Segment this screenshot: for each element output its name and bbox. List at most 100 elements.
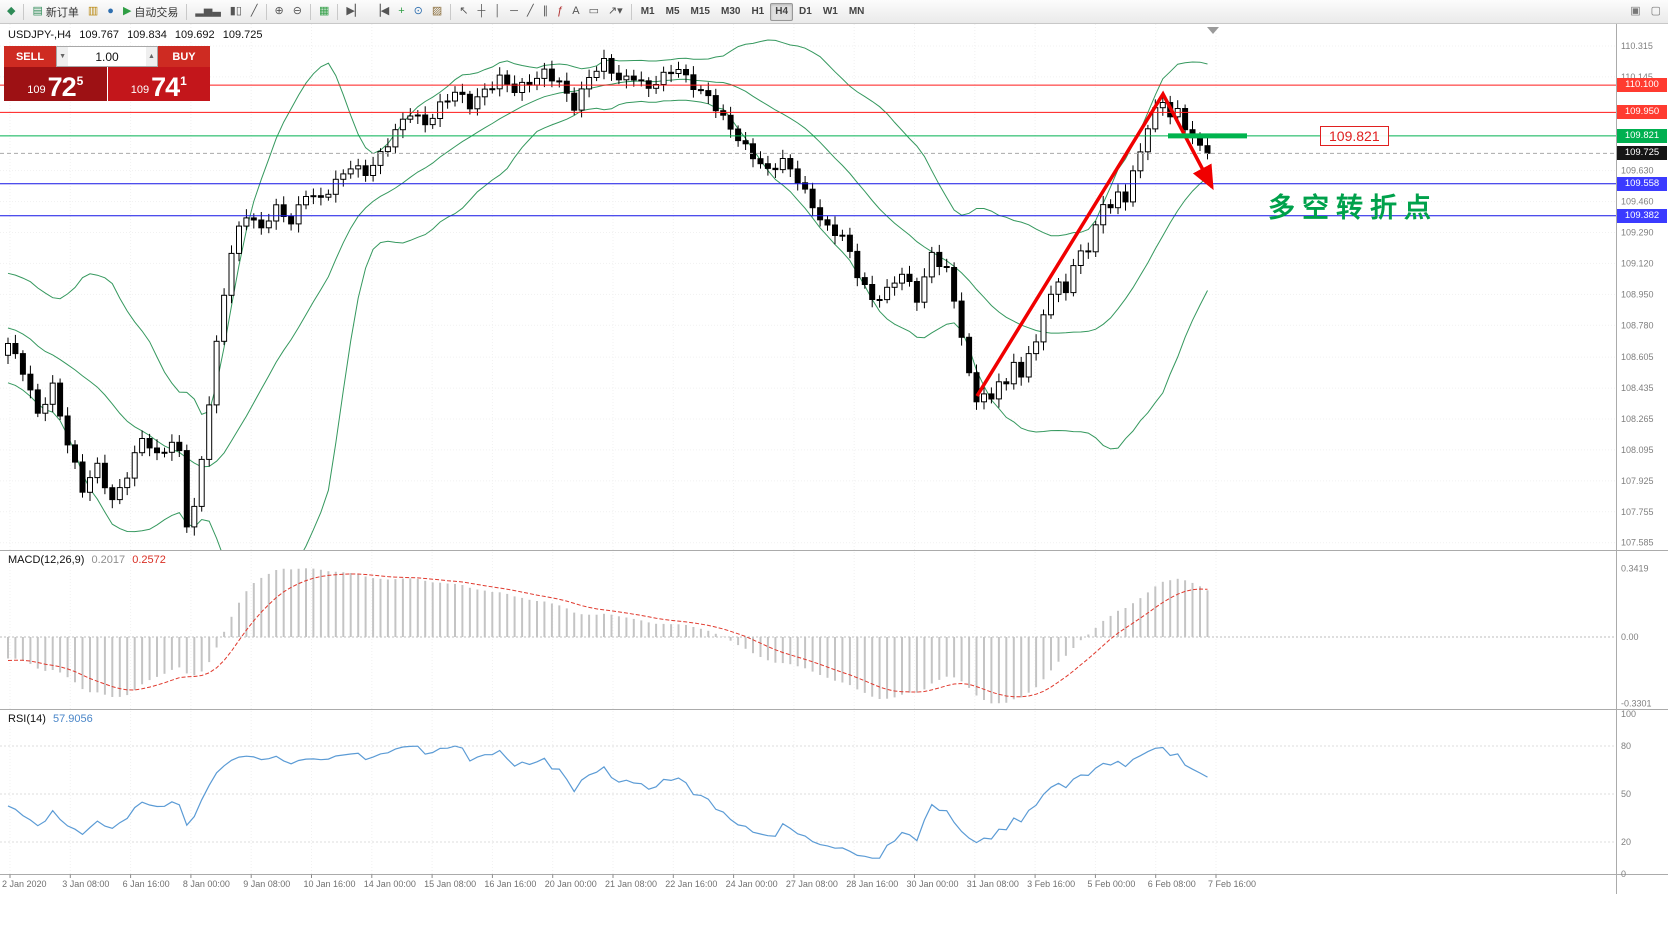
tile-windows-icon[interactable]: ▦	[315, 2, 333, 22]
svg-text:107.755: 107.755	[1621, 507, 1654, 517]
rsi-line	[7, 745, 1208, 859]
timeframe-m30[interactable]: M30	[716, 3, 745, 21]
volume-increase-button[interactable]: ▲	[145, 47, 157, 66]
app-icon[interactable]: ◆	[3, 2, 19, 22]
bar-chart-icon[interactable]: ▂▅▃	[191, 2, 224, 22]
svg-text:109.290: 109.290	[1621, 228, 1654, 238]
fibonacci-icon: ƒ	[557, 5, 564, 17]
sell-price-display[interactable]: 109 72 5	[4, 67, 108, 101]
equidistant-channel-icon[interactable]: ∥	[539, 2, 553, 22]
timeframe-h4[interactable]: H4	[770, 2, 794, 21]
toolbar-separator	[23, 3, 25, 20]
svg-text:21 Jan 08:00: 21 Jan 08:00	[605, 879, 657, 889]
line-chart-icon[interactable]: ╱	[247, 2, 262, 22]
horizontal-line-icon[interactable]: ─	[506, 2, 522, 22]
svg-text:27 Jan 08:00: 27 Jan 08:00	[786, 879, 838, 889]
trendline-icon: ╱	[526, 5, 534, 17]
macd-main-value: 0.2017	[91, 554, 126, 566]
buy-price-prefix: 109	[130, 84, 150, 96]
timeframe-w1[interactable]: W1	[818, 3, 843, 21]
auto-scroll-icon: ▶▏	[346, 5, 364, 17]
horizontal-line-icon: ─	[510, 5, 518, 17]
rsi-name: RSI(14)	[8, 713, 46, 725]
svg-text:108.435: 108.435	[1621, 383, 1654, 393]
buy-button[interactable]: BUY	[158, 46, 210, 67]
timeframe-m5[interactable]: M5	[661, 3, 685, 21]
auto-trading-button-label: 自动交易	[134, 6, 179, 19]
app-icon: ◆	[7, 5, 16, 17]
toolbar-separator	[630, 3, 632, 20]
svg-text:-0.3301: -0.3301	[1621, 698, 1652, 708]
profile-icon[interactable]: ●	[103, 2, 118, 22]
toolbar-extra-icon-2: ▢	[1650, 5, 1661, 17]
fibonacci-icon[interactable]: ƒ	[553, 2, 567, 22]
chart-shift-icon[interactable]: ▕◀	[368, 2, 393, 22]
zoom-in-icon: ⊕	[274, 5, 284, 17]
bollinger-lower-band	[7, 99, 1208, 550]
one-click-trading-panel: SELL ▼ ▲ BUY 109 72 5 109 74 1	[4, 46, 210, 101]
timeframe-mn[interactable]: MN	[844, 3, 870, 21]
volume-decrease-button[interactable]: ▼	[57, 47, 69, 66]
arrows-dropdown[interactable]: ↗▾	[604, 2, 627, 22]
equidistant-channel-icon: ∥	[542, 5, 549, 17]
svg-text:109.120: 109.120	[1621, 258, 1654, 268]
chart-shift-icon: ▕◀	[372, 5, 390, 17]
svg-text:107.925: 107.925	[1621, 476, 1654, 486]
crosshair-icon[interactable]: ┼	[474, 2, 490, 22]
new-order-button-icon: ▤	[32, 5, 43, 17]
text-label-icon[interactable]: ▭	[585, 2, 603, 22]
trendline-icon[interactable]: ╱	[523, 2, 538, 22]
price-callout-box[interactable]: 109.821	[1320, 126, 1389, 146]
axis-badge-110.100: 110.100	[1617, 78, 1667, 92]
periods-icon[interactable]: ⊙	[410, 2, 427, 22]
timeframe-h1[interactable]: H1	[746, 3, 769, 21]
candlestick-chart-icon[interactable]: ▮▯	[226, 2, 246, 22]
svg-text:10 Jan 16:00: 10 Jan 16:00	[304, 879, 356, 889]
volume-stepper: ▼ ▲	[56, 46, 158, 67]
axis-badge-109.821: 109.821	[1617, 129, 1667, 143]
cursor-icon: ↖	[459, 5, 469, 17]
charts-window-icon[interactable]: ▥	[84, 2, 102, 22]
zoom-out-icon[interactable]: ⊖	[289, 2, 306, 22]
rsi-panel	[0, 745, 1616, 859]
turning-point-note[interactable]: 多空转折点	[1268, 193, 1438, 223]
buy-price-display[interactable]: 109 74 1	[107, 67, 210, 101]
svg-text:0.00: 0.00	[1621, 632, 1639, 642]
volume-input[interactable]	[68, 47, 146, 66]
timeframe-d1[interactable]: D1	[794, 3, 817, 21]
svg-text:3 Feb 16:00: 3 Feb 16:00	[1027, 879, 1075, 889]
new-order-button[interactable]: ▤ 新订单	[28, 2, 82, 22]
toolbar-extra-icon-1: ▣	[1630, 5, 1641, 17]
ohlc-readout: USDJPY-,H4 109.767 109.834 109.692 109.7…	[8, 29, 267, 41]
text-icon[interactable]: A	[568, 2, 583, 22]
toolbar-separator	[309, 3, 311, 20]
cursor-icon[interactable]: ↖	[455, 2, 472, 22]
low-value: 109.692	[174, 29, 215, 41]
vertical-line-icon[interactable]: │	[490, 2, 505, 22]
svg-text:108.095: 108.095	[1621, 445, 1654, 455]
toolbar-extra-icon-2[interactable]: ▢	[1647, 2, 1665, 22]
auto-scroll-icon[interactable]: ▶▏	[342, 2, 367, 22]
zoom-in-icon[interactable]: ⊕	[271, 2, 288, 22]
chart-shift-marker[interactable]	[1207, 27, 1219, 34]
crosshair-icon: ┼	[477, 5, 486, 17]
timeframe-m1[interactable]: M1	[636, 3, 660, 21]
vertical-line-icon: │	[494, 5, 502, 17]
svg-text:9 Jan 08:00: 9 Jan 08:00	[243, 879, 290, 889]
svg-text:14 Jan 00:00: 14 Jan 00:00	[364, 879, 416, 889]
svg-text:30 Jan 00:00: 30 Jan 00:00	[907, 879, 959, 889]
trend-arrow[interactable]	[975, 90, 1214, 397]
toolbar-extra-icon-1[interactable]: ▣	[1626, 2, 1644, 22]
timeframe-m15[interactable]: M15	[686, 3, 715, 21]
auto-trading-button[interactable]: ▶ 自动交易	[119, 2, 182, 22]
svg-text:109.460: 109.460	[1621, 197, 1654, 207]
svg-text:80: 80	[1621, 741, 1631, 751]
current-price-badge: 109.725	[1617, 146, 1667, 160]
toolbar-separator	[186, 3, 188, 20]
sell-button[interactable]: SELL	[4, 46, 56, 67]
templates-icon[interactable]: ▨	[428, 2, 446, 22]
svg-text:100: 100	[1621, 709, 1636, 719]
add-indicator-icon[interactable]: +	[394, 2, 408, 22]
